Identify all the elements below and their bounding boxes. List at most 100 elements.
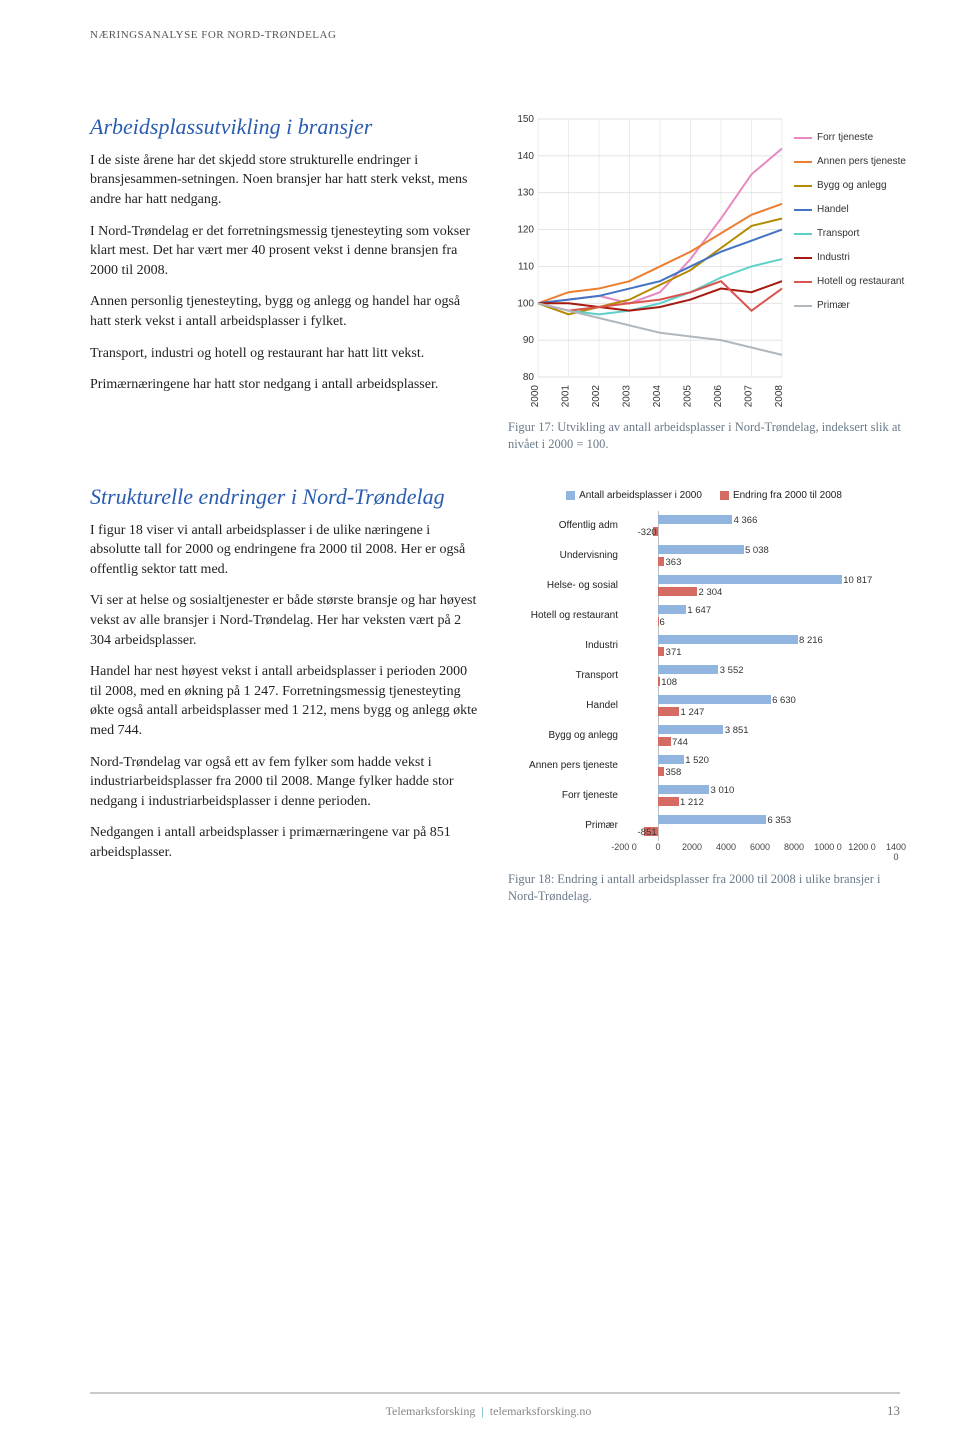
legend-label: Primær xyxy=(817,299,850,313)
bar-a xyxy=(658,665,718,674)
block-2: Strukturelle endringer i Nord-Trøndelag … xyxy=(90,483,900,905)
bar-plot: 8 216371 xyxy=(624,631,896,661)
bar-category-label: Undervisning xyxy=(512,549,624,563)
bar-category-label: Hotell og restaurant xyxy=(512,609,624,623)
bar-b xyxy=(658,617,659,626)
svg-text:130: 130 xyxy=(517,188,534,199)
bar-b-value: -320 xyxy=(638,526,657,539)
bar-a-value: 5 038 xyxy=(745,544,769,557)
section2-p1: I figur 18 viser vi antall arbeidsplasse… xyxy=(90,521,480,580)
legend-label: Handel xyxy=(817,203,849,217)
bar-plot: 3 552108 xyxy=(624,661,896,691)
bar-category-label: Bygg og anlegg xyxy=(512,729,624,743)
bar-category-label: Industri xyxy=(512,639,624,653)
fig18-xaxis: -200 0020004000600080001000 01200 01400 … xyxy=(624,841,896,865)
svg-text:140: 140 xyxy=(517,151,534,162)
bar-plot: 3 010 1 212 xyxy=(624,781,896,811)
svg-text:120: 120 xyxy=(517,225,534,236)
legend-item: Transport xyxy=(794,227,906,241)
footer-brand: Telemarksforsking xyxy=(386,1403,476,1420)
section1-p4: Transport, industri og hotell og restaur… xyxy=(90,344,480,364)
bar-a-value: 1 647 xyxy=(687,604,711,617)
bar-category-label: Annen pers tjeneste xyxy=(512,759,624,773)
legend-label: Transport xyxy=(817,227,859,241)
legend-swatch xyxy=(794,137,812,139)
fig17-chart: 8090100110120130140150200020012002200320… xyxy=(508,113,788,413)
bar-category-label: Forr tjeneste xyxy=(512,789,624,803)
svg-text:90: 90 xyxy=(523,336,535,347)
fig17-caption: Figur 17: Utvikling av antall arbeidspla… xyxy=(508,419,906,453)
fig17-wrap: 8090100110120130140150200020012002200320… xyxy=(508,113,906,413)
bar-category-label: Offentlig adm xyxy=(512,519,624,533)
bar-row: Hotell og restaurant 1 647 6 xyxy=(512,601,896,631)
legend-label: Bygg og anlegg xyxy=(817,179,887,193)
legend-item: Hotell og restaurant xyxy=(794,275,906,289)
fig18-legend: Antall arbeidsplasser i 2000 Endring fra… xyxy=(512,489,896,503)
bar-a xyxy=(658,755,684,764)
fig17-legend: Forr tjeneste Annen pers tjeneste Bygg og … xyxy=(794,131,906,323)
bar-b xyxy=(658,737,671,746)
bar-a xyxy=(658,605,686,614)
legend-swatch xyxy=(794,161,812,163)
legend-item: Industri xyxy=(794,251,906,265)
bar-b xyxy=(658,587,697,596)
bar-a xyxy=(658,635,798,644)
section2-p5: Nedgangen i antall arbeidsplasser i prim… xyxy=(90,823,480,862)
footer-sep: | xyxy=(481,1403,483,1420)
legend-label: Forr tjeneste xyxy=(817,131,873,145)
section2-p3: Handel har nest høyest vekst i antall ar… xyxy=(90,662,480,740)
fig18-caption: Figur 18: Endring i antall arbeidsplasse… xyxy=(508,871,900,905)
section1-p5: Primærnæringene har hatt stor nedgang i … xyxy=(90,375,480,395)
bar-b-value: 6 xyxy=(659,616,664,629)
legend-item: Bygg og anlegg xyxy=(794,179,906,193)
bar-plot: 6 353-851 xyxy=(624,811,896,841)
svg-text:2007: 2007 xyxy=(744,385,755,408)
bar-b-value: 108 xyxy=(661,676,677,689)
footer-site: telemarksforsking.no xyxy=(490,1403,592,1420)
legend-item: Handel xyxy=(794,203,906,217)
page-footer: Telemarksforsking | telemarksforsking.no… xyxy=(0,1392,960,1420)
x-tick: 4000 xyxy=(716,843,736,853)
fig18-legend-a: Antall arbeidsplasser i 2000 xyxy=(566,489,702,503)
bar-row: Undervisning 5 038 363 xyxy=(512,541,896,571)
fig18-legend-b: Endring fra 2000 til 2008 xyxy=(720,489,842,503)
bar-a-value: 3 010 xyxy=(711,784,735,797)
bar-a xyxy=(658,725,723,734)
svg-text:150: 150 xyxy=(517,114,534,125)
bar-b-value: -851 xyxy=(638,826,657,839)
bar-row: Industri8 216371 xyxy=(512,631,896,661)
legend-swatch xyxy=(794,257,812,259)
legend-label: Annen pers tjeneste xyxy=(817,155,906,169)
bar-a-value: 3 851 xyxy=(725,724,749,737)
legend-swatch xyxy=(794,305,812,307)
bar-plot: 6 6301 247 xyxy=(624,691,896,721)
bar-b-value: 358 xyxy=(665,766,681,779)
bar-b-value: 1 212 xyxy=(680,796,704,809)
bar-row: Handel6 6301 247 xyxy=(512,691,896,721)
bar-b-value: 2 304 xyxy=(699,586,723,599)
section1-p1: I de siste årene har det skjedd store st… xyxy=(90,151,480,210)
bar-plot: 1 520 358 xyxy=(624,751,896,781)
col-right-2: Antall arbeidsplasser i 2000 Endring fra… xyxy=(508,483,900,905)
bar-b-value: 1 247 xyxy=(681,706,705,719)
bar-category-label: Primær xyxy=(512,819,624,833)
section2-p2: Vi ser at helse og sosialtjenester er bå… xyxy=(90,591,480,650)
svg-text:2008: 2008 xyxy=(774,385,785,408)
bar-b xyxy=(658,647,664,656)
bar-plot: 4 366-320 xyxy=(624,511,896,541)
section1-title: Arbeidsplassutvikling i bransjer xyxy=(90,113,480,141)
legend-swatch xyxy=(794,185,812,187)
bar-row: Bygg og anlegg 3 851 744 xyxy=(512,721,896,751)
bar-b-value: 363 xyxy=(666,556,682,569)
legend-label: Hotell og restaurant xyxy=(817,275,904,289)
x-tick: -200 0 xyxy=(611,843,637,853)
col-left-2: Strukturelle endringer i Nord-Trøndelag … xyxy=(90,483,480,905)
bar-a-value: 1 520 xyxy=(685,754,709,767)
x-tick: 0 xyxy=(655,843,660,853)
bar-a xyxy=(658,695,771,704)
legend-item: Forr tjeneste xyxy=(794,131,906,145)
svg-text:2003: 2003 xyxy=(622,385,633,408)
fig18-rows: Offentlig adm4 366-320Undervisning 5 038 3… xyxy=(512,511,896,841)
section2-title: Strukturelle endringer i Nord-Trøndelag xyxy=(90,483,480,511)
bar-b-value: 744 xyxy=(672,736,688,749)
